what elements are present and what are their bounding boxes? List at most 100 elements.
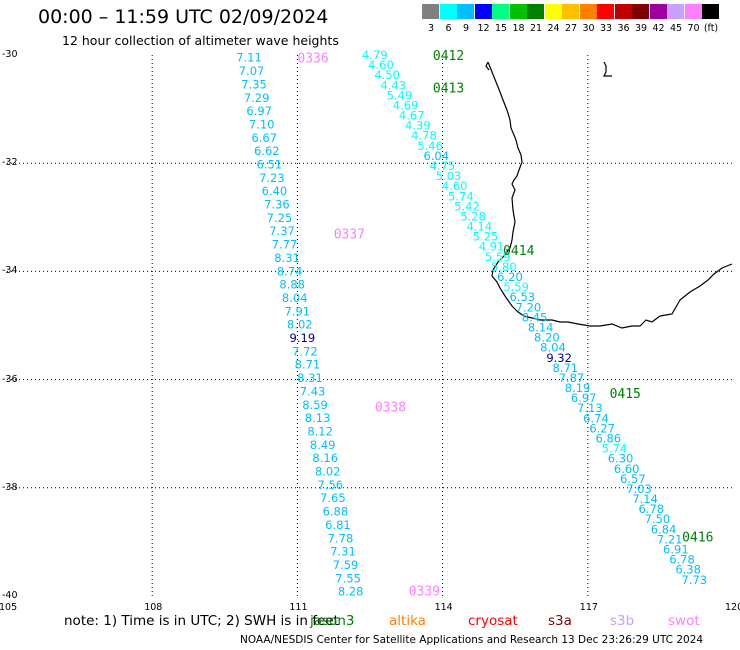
swh-value: 7.78 (328, 531, 354, 545)
swh-value: 8.49 (310, 438, 336, 452)
swh-value: 6.86 (595, 431, 621, 445)
swh-value: 4.91 (479, 240, 505, 254)
swh-value: 9.32 (546, 351, 572, 365)
legend-label: 12 (477, 23, 490, 34)
pass-time-label: 0413 (433, 81, 464, 96)
lat-label: -32 (2, 157, 18, 169)
swh-value: 8.02 (315, 465, 341, 479)
swh-value: 5.03 (436, 169, 462, 183)
lon-label: 105 (0, 602, 18, 613)
swh-value: 8.02 (287, 318, 313, 332)
legend-swatch (684, 4, 702, 19)
lon-label: 120 (725, 602, 740, 613)
note-text: note: 1) Time is in UTC; 2) SWH is in fe… (64, 613, 339, 629)
legend-swatch (702, 4, 719, 19)
pass-time-label: 0416 (682, 530, 713, 545)
swh-value: 8.59 (302, 398, 328, 412)
pass-time-label: 0415 (610, 387, 641, 402)
swh-value: 7.87 (559, 371, 585, 385)
swh-value: 6.91 (663, 542, 689, 556)
lon-label: 114 (434, 602, 453, 613)
legend-label: 30 (582, 23, 595, 34)
legend-label: 21 (529, 23, 543, 34)
map-subtitle: 12 hour collection of altimeter wave hei… (62, 33, 339, 48)
swh-value: 8.45 (522, 310, 548, 324)
swh-value: 5.59 (485, 250, 511, 264)
swh-value: 6.81 (325, 518, 351, 532)
swh-value: 7.50 (645, 512, 671, 526)
swh-value: 4.69 (393, 98, 419, 112)
swh-value: 7.56 (318, 478, 344, 492)
coastline (485, 61, 733, 329)
satellite-tracks: 7.117.077.357.296.977.106.676.626.517.23… (236, 48, 707, 599)
lat-label: -36 (2, 373, 18, 385)
swh-value: 8.88 (279, 278, 305, 292)
swh-value: 8.04 (282, 291, 308, 305)
swh-value: 6.67 (251, 131, 277, 145)
swh-value: 6.40 (262, 184, 288, 198)
swh-value: 4.78 (411, 129, 437, 143)
satellite-legend-item: altika (389, 613, 426, 629)
pass-time-label: 0338 (375, 401, 406, 416)
australia-coastline (487, 61, 733, 329)
swh-value: 4.75 (430, 159, 456, 173)
swh-value: 8.19 (565, 381, 591, 395)
swh-value: 7.20 (516, 300, 542, 314)
map-title: 00:00 – 11:59 UTC 02/09/2024 (38, 6, 329, 28)
swh-value: 7.59 (333, 558, 359, 572)
swh-value: 5.74 (448, 189, 474, 203)
swh-value: 4.60 (368, 58, 394, 72)
legend-swatch (544, 4, 562, 19)
pass-time-label: 0414 (503, 244, 534, 259)
swh-value: 8.31 (274, 251, 300, 265)
swh-value: 5.46 (417, 139, 443, 153)
coast-inlet (485, 61, 490, 71)
pass-time-labels: 0336 0412 0413 0337 0414 0338 0415 0416 0339 (297, 49, 713, 600)
legend-label: 18 (512, 23, 525, 34)
legend-swatch (439, 4, 457, 19)
swh-value: 5.49 (387, 88, 413, 102)
swh-value: 8.74 (277, 264, 303, 278)
legend-swatch (457, 4, 474, 19)
swh-value: 6.51 (257, 157, 283, 171)
pass-time-label: 0339 (409, 585, 440, 600)
legend-swatch (527, 4, 544, 19)
swh-value: 7.91 (284, 304, 310, 318)
swh-value: 6.62 (254, 144, 280, 158)
swh-value: 8.71 (295, 358, 321, 372)
swh-value: 6.27 (589, 421, 615, 435)
pass-time-label: 0337 (334, 228, 365, 243)
swh-value: 7.21 (657, 532, 683, 546)
legend-swatch (614, 4, 632, 19)
legend-label: 33 (599, 23, 613, 34)
legend-label: 3 (427, 23, 435, 34)
swh-value: 7.37 (269, 224, 295, 238)
swh-value: 8.12 (307, 424, 333, 438)
swh-value: 8.16 (312, 451, 338, 465)
satellite-legend-item: s3b (610, 613, 635, 629)
swh-value: 6.30 (608, 452, 634, 466)
satellite-legend-item: cryosat (468, 613, 518, 629)
legend-label: 45 (669, 23, 683, 34)
swh-value: 7.13 (577, 401, 603, 415)
legend-label: 9 (462, 23, 470, 34)
lat-label: -40 (2, 590, 18, 601)
swh-value: 5.42 (454, 199, 480, 213)
lat-label: -38 (2, 481, 18, 493)
swh-value: 8.31 (297, 371, 323, 385)
swh-value: 7.35 (241, 77, 267, 91)
swh-value: 4.39 (405, 119, 431, 133)
swh-value: 7.10 (249, 117, 275, 131)
legend-swatch (474, 4, 492, 19)
swh-value: 9.19 (290, 331, 316, 345)
swh-value: 7.55 (335, 571, 361, 585)
legend-label: 15 (494, 23, 508, 34)
satellite-legend-item: s3a (548, 613, 572, 629)
swh-value: 7.29 (244, 91, 270, 105)
legend-swatch (509, 4, 527, 19)
swh-value: 4.79 (362, 48, 388, 62)
swh-value: 7.77 (272, 238, 298, 252)
swh-value: 7.43 (300, 384, 326, 398)
swh-value: 6.97 (246, 104, 272, 118)
